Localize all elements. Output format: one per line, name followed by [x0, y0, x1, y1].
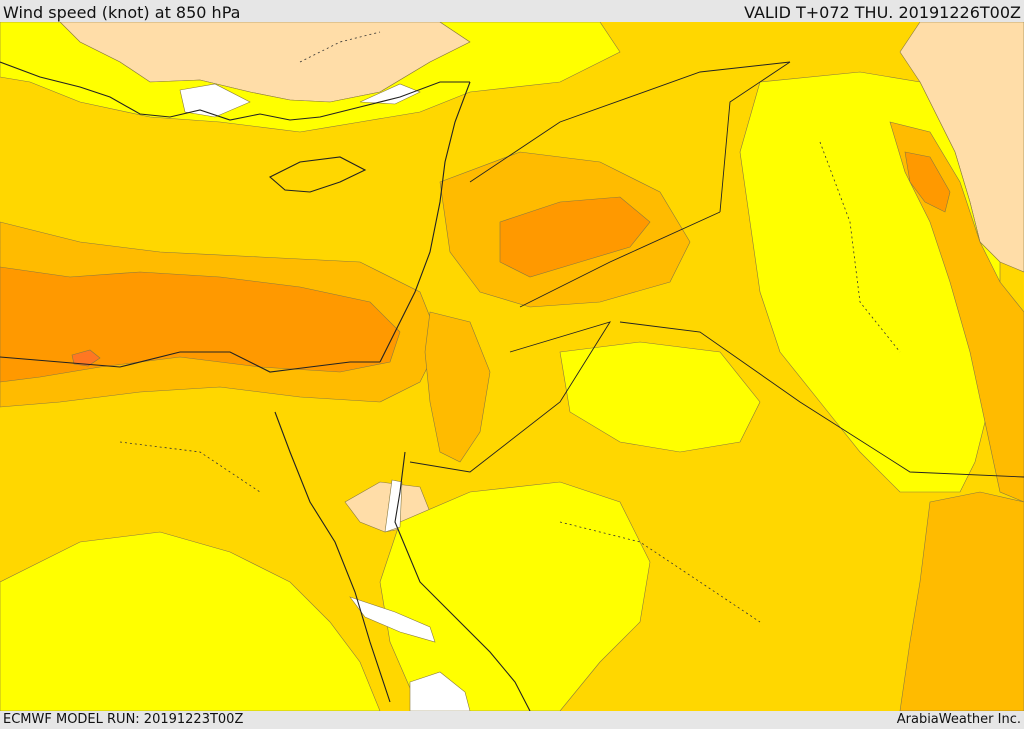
coastline-cyprus [269, 156, 367, 193]
coastline-levant [379, 81, 471, 363]
wind-zone-yellow-north [0, 22, 621, 133]
wind-zone-yellow-south [379, 481, 651, 711]
wind-zone-orange-iraq [904, 151, 951, 213]
wind-zone-amber-iraq [889, 121, 1024, 503]
border-line-saudi-north [409, 321, 612, 473]
border-line-iraq [519, 61, 791, 308]
calm-zone-gulf-aqaba [384, 479, 403, 533]
wind-zone-orange-band [0, 266, 401, 383]
wind-zone-amber-levant [424, 311, 491, 463]
calm-zone-turkey [179, 83, 251, 118]
admin-boundary-dotted [119, 31, 901, 623]
header-bar: Wind speed (knot) at 850 hPa VALID T+072… [0, 0, 1024, 22]
border-line-jordan [469, 61, 791, 183]
weather-map[interactable] [0, 22, 1024, 711]
valid-time-label: VALID T+072 THU. 20191226T00Z [744, 3, 1021, 22]
wind-zone-orange-jordan [499, 196, 651, 278]
model-run-label: ECMWF MODEL RUN: 20191223T00Z [3, 712, 244, 727]
coastline-turkey [0, 61, 470, 121]
wind-zone-dark-orange-spot [71, 349, 101, 367]
border-line-east [619, 321, 1024, 478]
calm-zone-red-sea [349, 596, 436, 643]
calm-zone-turkey-east [359, 83, 421, 105]
wind-zone-yellow-center [559, 341, 761, 453]
coastline-red-sea-east [394, 451, 531, 711]
coastline-egypt-north [0, 351, 380, 373]
footer-bar: ECMWF MODEL RUN: 20191223T00Z ArabiaWeat… [0, 711, 1024, 729]
wind-zone-yellow-sw [0, 531, 381, 711]
coastline-red-sea-west [274, 411, 391, 703]
chart-title: Wind speed (knot) at 850 hPa [3, 3, 241, 22]
credit-label: ArabiaWeather Inc. [896, 712, 1021, 727]
calm-zone-south [409, 671, 471, 711]
wind-zone-amber-gulf [899, 491, 1024, 711]
